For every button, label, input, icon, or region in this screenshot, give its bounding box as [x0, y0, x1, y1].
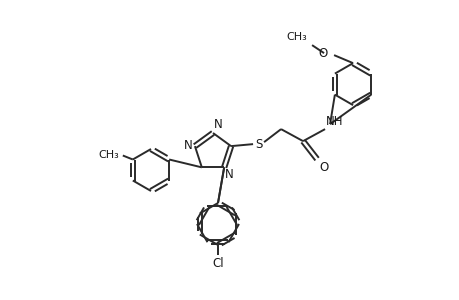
Text: Cl: Cl — [212, 257, 224, 270]
Text: O: O — [319, 161, 328, 174]
Text: CH₃: CH₃ — [98, 149, 118, 160]
Text: S: S — [255, 138, 262, 151]
Text: O: O — [318, 46, 327, 60]
Text: N: N — [224, 168, 234, 182]
Text: N: N — [184, 139, 192, 152]
Text: NH: NH — [325, 115, 343, 128]
Text: CH₃: CH₃ — [285, 32, 307, 42]
Text: N: N — [213, 118, 222, 131]
